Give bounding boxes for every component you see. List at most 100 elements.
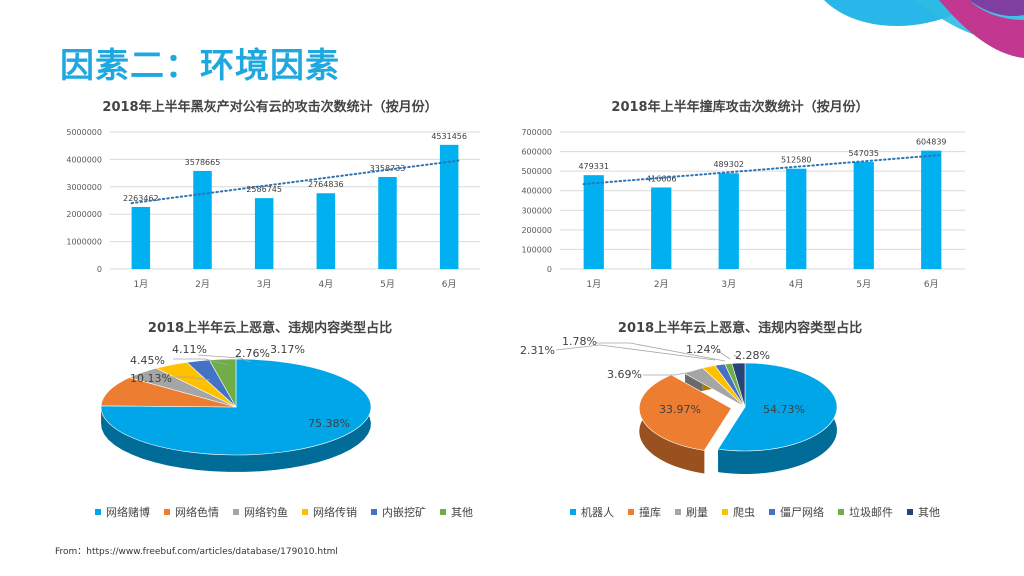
bar bbox=[439, 144, 459, 269]
legend-swatch bbox=[440, 509, 446, 515]
leader-line bbox=[170, 376, 211, 381]
bar bbox=[921, 150, 942, 269]
legend-swatch bbox=[95, 509, 101, 515]
data-label: 604839 bbox=[916, 138, 947, 147]
pie-value-label: 2.28% bbox=[735, 349, 770, 362]
legend-label: 机器人 bbox=[581, 506, 614, 519]
leader-line bbox=[173, 358, 229, 366]
legend-item: 其他 bbox=[440, 504, 473, 520]
x-tick-label: 6月 bbox=[442, 279, 457, 290]
legend-item: 网络传销 bbox=[302, 504, 357, 520]
y-tick-label: 100000 bbox=[521, 245, 552, 254]
data-label: 3358733 bbox=[370, 164, 406, 173]
bar bbox=[853, 161, 874, 269]
pie-slice bbox=[639, 374, 732, 451]
pie-chart-content-left: 75.38% 10.13% 4.45% 4.11% 2.76% 3.17% bbox=[100, 343, 372, 472]
y-tick-label: 200000 bbox=[521, 226, 552, 235]
data-label: 512580 bbox=[781, 156, 812, 165]
y-tick-label: 3000000 bbox=[66, 183, 102, 192]
data-label: 489302 bbox=[713, 160, 744, 169]
chart-title-attacks: 2018年上半年黑灰产对公有云的攻击次数统计（按月份） bbox=[102, 100, 438, 115]
pie-slice bbox=[717, 362, 838, 452]
pie-value-label: 3.69% bbox=[607, 368, 642, 381]
legend-swatch bbox=[164, 509, 170, 515]
legend-item: 垃圾邮件 bbox=[838, 504, 893, 520]
legend-label: 刷量 bbox=[686, 506, 708, 519]
chart-title-content-pie-right: 2018上半年云上恶意、违规内容类型占比 bbox=[617, 321, 863, 336]
pie-value-label: 1.78% bbox=[562, 335, 597, 348]
legend-pie-left: 网络赌博 网络色情 网络钓鱼 网络传销 内嵌挖矿 其他 bbox=[95, 504, 473, 520]
legend-label: 网络赌博 bbox=[106, 506, 150, 519]
x-tick-label: 2月 bbox=[195, 279, 210, 290]
pie-value-label: 54.73% bbox=[763, 403, 805, 416]
pie-value-label: 4.11% bbox=[172, 343, 207, 356]
legend-swatch bbox=[838, 509, 844, 515]
data-label: 3578665 bbox=[185, 158, 221, 167]
pie-value-label: 75.38% bbox=[308, 417, 350, 430]
bar bbox=[131, 206, 151, 269]
page-title: 因素二：环境因素 bbox=[60, 46, 340, 86]
chart-title-credential-stuffing: 2018年上半年撞库攻击次数统计（按月份） bbox=[611, 100, 869, 115]
legend-swatch bbox=[628, 509, 634, 515]
legend-item: 机器人 bbox=[570, 504, 614, 520]
bar-chart-attacks: 0 1000000 2000000 3000000 4000000 5000000 2263… bbox=[66, 128, 480, 290]
trendline bbox=[130, 159, 460, 205]
legend-swatch bbox=[907, 509, 913, 515]
x-tick-label: 1月 bbox=[586, 279, 601, 290]
leader-line bbox=[197, 354, 251, 363]
legend-item: 内嵌挖矿 bbox=[371, 504, 426, 520]
y-tick-label: 0 bbox=[97, 265, 102, 274]
bar bbox=[316, 193, 336, 269]
legend-item: 网络钓鱼 bbox=[233, 504, 288, 520]
pie-slice bbox=[100, 377, 237, 408]
leader-line bbox=[717, 350, 731, 360]
x-tick-label: 1月 bbox=[133, 279, 148, 290]
legend-label: 网络传销 bbox=[313, 506, 357, 519]
legend-item: 其他 bbox=[907, 504, 940, 520]
legend-swatch bbox=[722, 509, 728, 515]
y-tick-label: 2000000 bbox=[66, 210, 102, 219]
y-tick-label: 0 bbox=[547, 265, 552, 274]
legend-item: 网络色情 bbox=[164, 504, 219, 520]
legend-label: 垃圾邮件 bbox=[849, 506, 893, 519]
legend-label: 网络钓鱼 bbox=[244, 506, 288, 519]
bar bbox=[583, 175, 604, 269]
data-label: 416606 bbox=[646, 174, 677, 183]
data-label: 4531456 bbox=[431, 132, 467, 141]
pie-slice bbox=[731, 362, 746, 408]
legend-label: 撞库 bbox=[639, 506, 661, 519]
legend-item: 撞库 bbox=[628, 504, 661, 520]
legend-label: 爬虫 bbox=[733, 506, 755, 519]
bar bbox=[378, 176, 397, 269]
bar bbox=[786, 168, 807, 269]
x-tick-label: 2月 bbox=[654, 279, 669, 290]
legend-label: 僵尸网络 bbox=[780, 506, 824, 519]
trendline bbox=[582, 153, 943, 186]
pie-value-label: 33.97% bbox=[659, 403, 701, 416]
leader-line bbox=[596, 342, 726, 362]
data-label: 2263462 bbox=[123, 194, 159, 203]
bar-chart-credential-stuffing: 0 100000 200000 300000 400000 500000 600000 700… bbox=[521, 128, 965, 290]
x-tick-label: 3月 bbox=[257, 279, 272, 290]
legend-pie-right: 机器人 撞库 刷量 爬虫 僵尸网络 垃圾邮件 其他 bbox=[570, 504, 940, 520]
legend-swatch bbox=[371, 509, 377, 515]
legend-item: 爬虫 bbox=[722, 504, 755, 520]
bar bbox=[651, 187, 672, 269]
legend-swatch bbox=[675, 509, 681, 515]
y-tick-label: 4000000 bbox=[66, 155, 102, 164]
x-tick-label: 5月 bbox=[856, 279, 871, 290]
data-label: 2586745 bbox=[246, 185, 282, 194]
y-tick-label: 5000000 bbox=[66, 128, 102, 137]
legend-item: 僵尸网络 bbox=[769, 504, 824, 520]
y-tick-label: 300000 bbox=[521, 206, 552, 215]
y-tick-label: 600000 bbox=[521, 148, 552, 157]
data-label: 547035 bbox=[848, 149, 879, 158]
legend-swatch bbox=[302, 509, 308, 515]
source-footer: From：https://www.freebuf.com/articles/da… bbox=[55, 547, 338, 557]
legend-swatch bbox=[570, 509, 576, 515]
decorative-ribbon bbox=[824, 0, 1024, 58]
pie-value-label: 1.24% bbox=[686, 343, 721, 356]
pie-value-label: 10.13% bbox=[130, 372, 172, 385]
pie-value-label: 3.17% bbox=[270, 343, 305, 356]
x-tick-label: 4月 bbox=[789, 279, 804, 290]
